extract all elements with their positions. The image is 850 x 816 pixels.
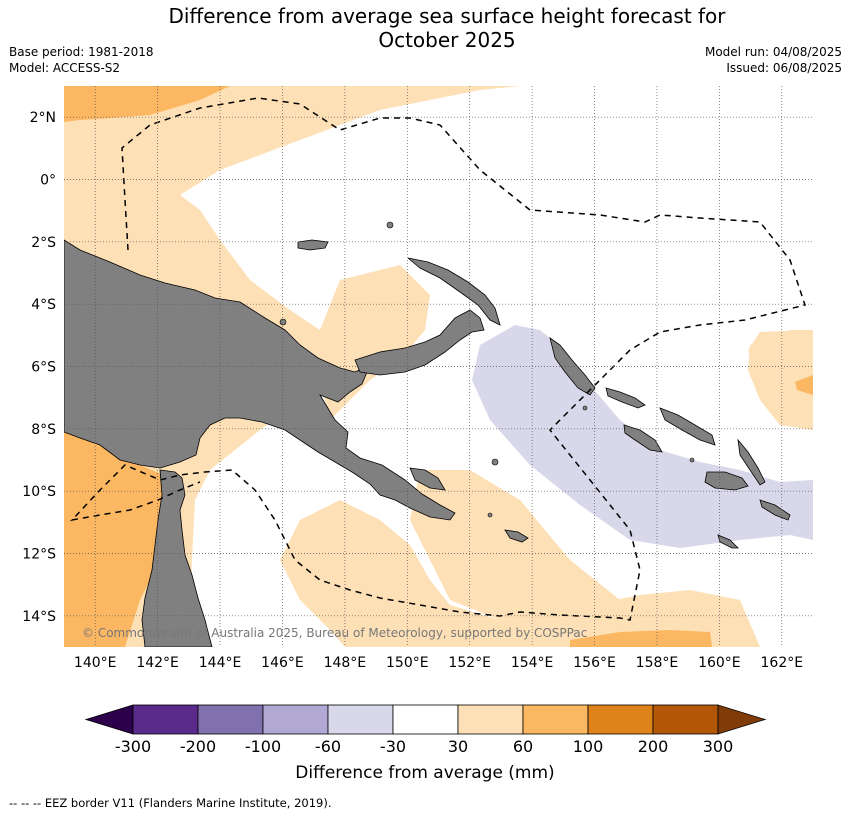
colorbar-swatch (262, 704, 329, 735)
colorbar-tick-label: -100 (245, 737, 281, 756)
lon-tick-label: 140°E (74, 655, 117, 671)
colorbar-swatch (327, 704, 394, 735)
colorbar-tick-label: -300 (115, 737, 151, 756)
lon-tick-label: 156°E (573, 655, 616, 671)
lon-tick-label: 150°E (386, 655, 429, 671)
lat-tick-label: 2°S (31, 235, 56, 251)
makira-land (759, 499, 791, 521)
lat-tick-label: 0° (40, 173, 56, 189)
lat-tick-label: 12°S (22, 547, 56, 563)
guadalcanal-land (704, 471, 749, 491)
lon-tick-label: 146°E (261, 655, 304, 671)
lat-tick-label: 6°S (31, 360, 56, 376)
lon-tick-label: 152°E (448, 655, 491, 671)
colorbar-label: Difference from average (mm) (295, 763, 554, 783)
colorbar-tick-label: 100 (573, 737, 604, 756)
small-island (491, 458, 499, 466)
issued-date: Issued: 06/08/2025 (726, 61, 842, 75)
lon-tick-label: 142°E (136, 655, 179, 671)
colorbar-tick-label: -60 (315, 737, 341, 756)
colorbar-tick-label: 60 (513, 737, 533, 756)
louisiade-land (504, 529, 529, 543)
manus-island-land (297, 239, 329, 251)
model-run: Model run: 04/08/2025 (704, 45, 842, 59)
lon-tick-label: 160°E (698, 655, 741, 671)
eez-borders (69, 97, 806, 621)
colorbar-tick-label: 300 (703, 737, 734, 756)
new-guinea-land (64, 239, 456, 521)
metadata-right: Model run: 04/08/2025 Issued: 06/08/2025 (705, 44, 842, 76)
santa-isabel-land (659, 407, 716, 446)
choiseul-land (605, 387, 646, 409)
colorbar-swatch (457, 704, 524, 735)
small-island (689, 457, 695, 463)
lon-tick-label: 162°E (761, 655, 804, 671)
small-island (386, 221, 394, 229)
graticule (64, 86, 813, 647)
lon-tick-label: 158°E (636, 655, 679, 671)
base-period: Base period: 1981-2018 (9, 45, 154, 59)
new-britain-land (354, 309, 485, 376)
longitude-labels: 140°E 142°E 144°E 146°E 148°E 150°E 152°E 154°E… (74, 655, 803, 671)
colorbar-tick-label: -30 (380, 737, 406, 756)
colorbar-swatch (132, 704, 199, 735)
colorbar-swatch (652, 704, 719, 735)
colorbar-swatch (587, 704, 654, 735)
colorbar-over-arrow (717, 704, 767, 735)
lat-tick-label: 14°S (22, 609, 56, 625)
lon-tick-label: 154°E (511, 655, 554, 671)
copyright-text: © Commonwealth of Australia 2025, Bureau… (82, 626, 587, 640)
colorbar-swatch (392, 704, 459, 735)
lat-tick-label: 10°S (22, 484, 56, 500)
colorbar-tick-label: -200 (180, 737, 216, 756)
eez-legend-text: -- -- -- EEZ border V11 (Flanders Marine… (9, 796, 332, 810)
colorbar-swatch (522, 704, 589, 735)
dentrecasteaux-land (409, 467, 446, 491)
metadata-left: Base period: 1981-2018 Model: ACCESS-S2 (9, 44, 154, 76)
small-island (487, 512, 493, 518)
malaita-land (737, 438, 766, 486)
map-title: Difference from average sea surface heig… (0, 4, 850, 52)
cape-york-land (141, 469, 213, 647)
title-line-2: October 2025 (378, 28, 516, 52)
lon-tick-label: 144°E (199, 655, 242, 671)
colorbar-under-arrow (84, 704, 134, 735)
colorbar-tick-label: 200 (638, 737, 669, 756)
colorbar-tick-label: 30 (448, 737, 468, 756)
new-ireland-land (407, 257, 501, 326)
lat-tick-label: 4°S (31, 297, 56, 313)
small-island (279, 318, 287, 326)
colorbar: -300 -200 -100 -60 -30 30 60 100 200 300 (84, 704, 767, 756)
anomaly-patch-medium-sw (64, 430, 175, 647)
anomaly-patch-medium-nw (64, 86, 230, 122)
anomaly-patch-south (410, 470, 620, 620)
latitude-labels: 2°N 0° 2°S 4°S 6°S 8°S 10°S 12°S 14°S (22, 110, 56, 625)
title-line-1: Difference from average sea surface heig… (168, 4, 726, 28)
anomaly-patch-east (748, 330, 813, 430)
new-georgia-land (623, 424, 663, 453)
lon-tick-label: 148°E (324, 655, 367, 671)
small-island (582, 405, 588, 411)
negative-anomaly-band (472, 325, 813, 548)
bougainville-land (549, 337, 596, 396)
model-name: Model: ACCESS-S2 (9, 61, 121, 75)
anomaly-patch-medium-east (795, 375, 813, 395)
lat-tick-label: 2°N (30, 110, 56, 126)
rennell-land (717, 534, 739, 549)
anomaly-patch-medium-se (570, 630, 712, 647)
colorbar-swatch (197, 704, 264, 735)
lat-tick-label: 8°S (31, 422, 56, 438)
